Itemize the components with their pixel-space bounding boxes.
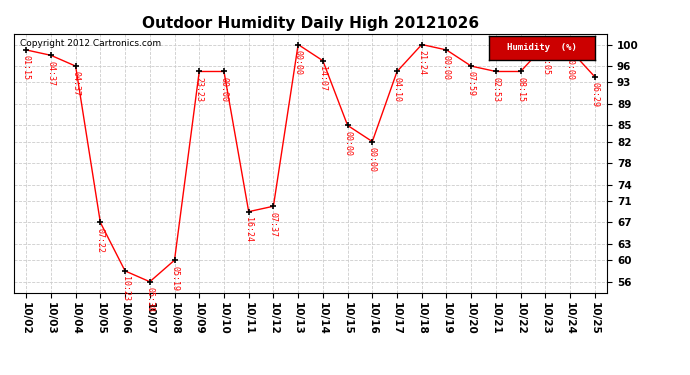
- Text: 07:59: 07:59: [466, 72, 475, 96]
- Text: 07:37: 07:37: [269, 211, 278, 237]
- Text: 21:24: 21:24: [417, 50, 426, 75]
- Title: Outdoor Humidity Daily High 20121026: Outdoor Humidity Daily High 20121026: [142, 16, 479, 31]
- Text: 04:37: 04:37: [46, 61, 55, 86]
- Text: 04:37: 04:37: [71, 72, 80, 96]
- Text: 00:00: 00:00: [368, 147, 377, 172]
- Text: 16:24: 16:24: [244, 217, 253, 242]
- Text: 05:19: 05:19: [170, 266, 179, 291]
- Text: 14:07: 14:07: [318, 66, 327, 91]
- Text: 08:15: 08:15: [516, 77, 525, 102]
- Text: 00:00: 00:00: [343, 131, 352, 156]
- Text: 06:29: 06:29: [591, 82, 600, 107]
- Text: 01:15: 01:15: [21, 56, 30, 80]
- Text: 07:22: 07:22: [96, 228, 105, 253]
- Text: 00:00: 00:00: [566, 56, 575, 80]
- Text: Copyright 2012 Cartronics.com: Copyright 2012 Cartronics.com: [20, 39, 161, 48]
- Text: 23:23: 23:23: [195, 77, 204, 102]
- Text: 04:10: 04:10: [393, 77, 402, 102]
- Text: 00:00: 00:00: [442, 56, 451, 80]
- Text: 02:53: 02:53: [491, 77, 500, 102]
- Text: 00:00: 00:00: [294, 50, 303, 75]
- Text: 15:05: 15:05: [541, 50, 550, 75]
- Text: 05:38: 05:38: [146, 287, 155, 312]
- Text: 00:00: 00:00: [219, 77, 228, 102]
- Text: 10:23: 10:23: [121, 276, 130, 302]
